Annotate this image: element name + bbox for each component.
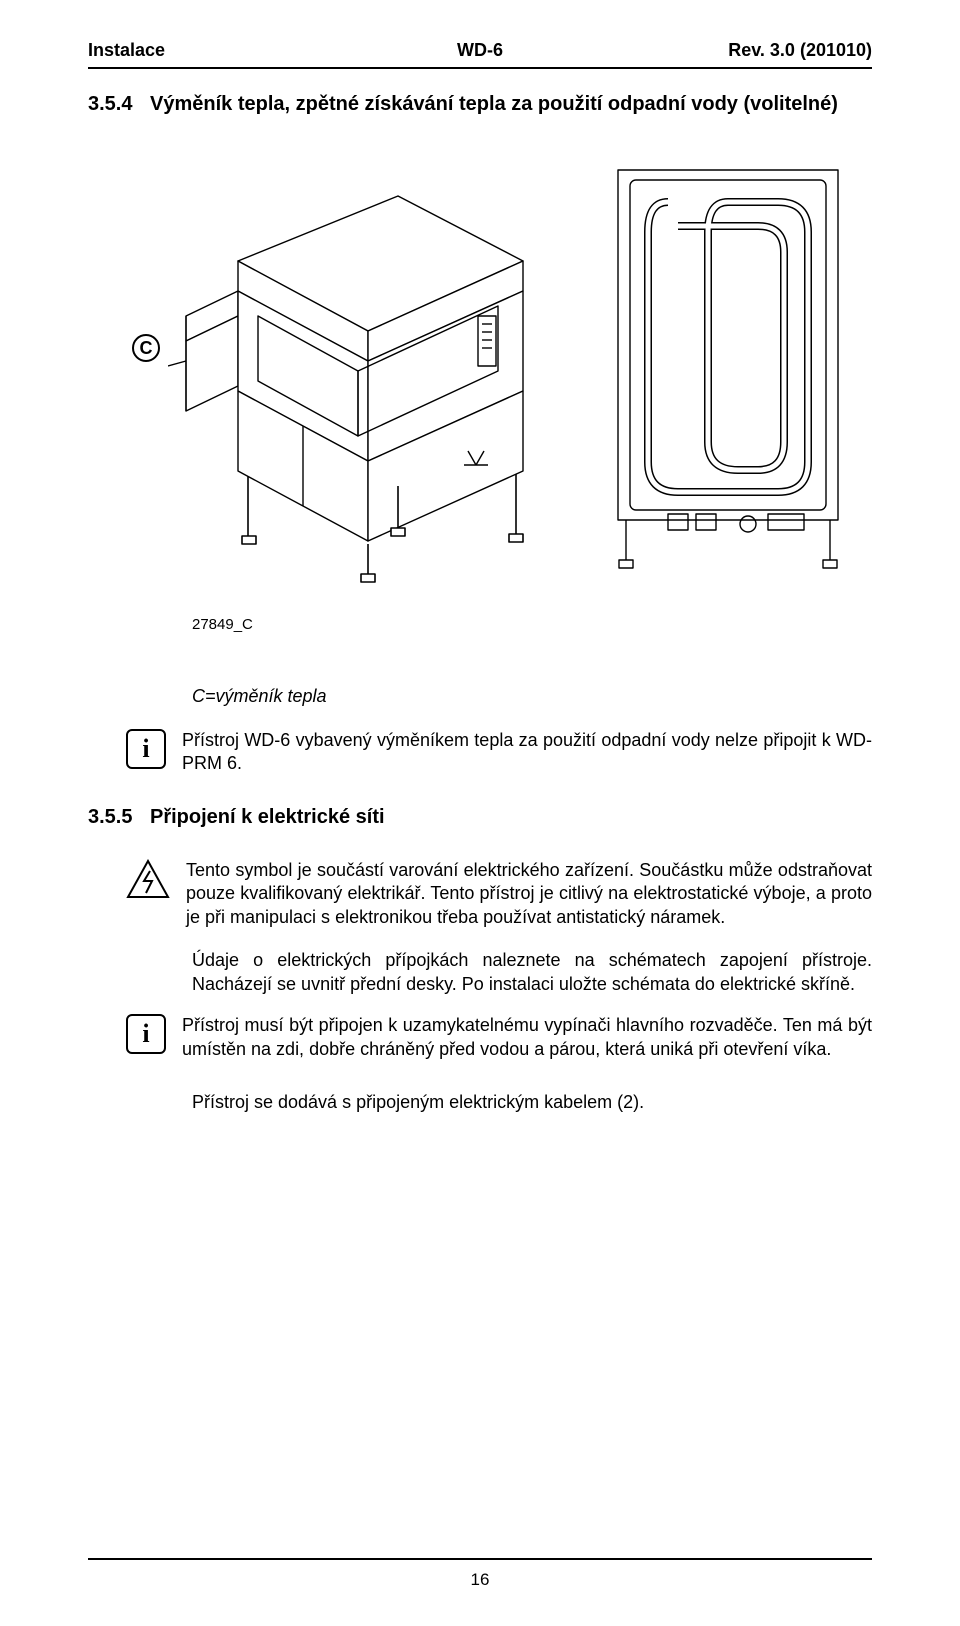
warning-icon <box>126 859 170 929</box>
section-354-title: Výměník tepla, zpětné získávání tepla za… <box>150 93 838 115</box>
page-footer: 16 <box>88 1558 872 1590</box>
header-rule <box>88 67 872 69</box>
info-block-355: i Přístroj musí být připojen k uzamykate… <box>126 1014 872 1061</box>
document-page: Instalace WD-6 Rev. 3.0 (201010) 3.5.4Vý… <box>0 0 960 1626</box>
header-center: WD-6 <box>457 40 503 61</box>
figure-callout-c: C <box>132 334 160 362</box>
section-355-number: 3.5.5 <box>88 806 150 829</box>
info-block-354: i Přístroj WD-6 vybavený výměníkem tepla… <box>126 729 872 776</box>
info-354-text: Přístroj WD-6 vybavený výměníkem tepla z… <box>182 729 872 776</box>
page-number: 16 <box>88 1570 872 1590</box>
info-symbol: i <box>126 729 166 769</box>
header-left: Instalace <box>88 40 165 61</box>
paragraph-1: Údaje o elektrických přípojkách naleznet… <box>192 949 872 997</box>
info-icon: i <box>126 1014 166 1061</box>
section-355-heading: 3.5.5Připojení k elektrické síti <box>88 806 872 829</box>
warning-block: Tento symbol je součástí varování elektr… <box>126 859 872 929</box>
section-354-heading: 3.5.4Výměník tepla, zpětné získávání tep… <box>88 93 872 116</box>
section-354-number: 3.5.4 <box>88 93 150 116</box>
info-symbol: i <box>126 1014 166 1054</box>
info-icon: i <box>126 729 166 776</box>
section-355-title: Připojení k elektrické síti <box>150 806 385 828</box>
warning-text: Tento symbol je součástí varování elektr… <box>186 859 872 929</box>
footer-rule <box>88 1558 872 1560</box>
header-right: Rev. 3.0 (201010) <box>728 40 872 61</box>
figure-code: 27849_C <box>192 616 253 633</box>
paragraph-2: Přístroj se dodává s připojeným elektric… <box>192 1091 872 1115</box>
callout-circle: C <box>132 334 160 362</box>
page-header: Instalace WD-6 Rev. 3.0 (201010) <box>88 40 872 61</box>
figure-caption: C=výměník tepla <box>192 686 872 707</box>
figure-area: C <box>88 146 872 666</box>
figure-right-drawing <box>608 162 848 572</box>
figure-left-drawing <box>168 166 548 586</box>
info-355-text: Přístroj musí být připojen k uzamykateln… <box>182 1014 872 1061</box>
